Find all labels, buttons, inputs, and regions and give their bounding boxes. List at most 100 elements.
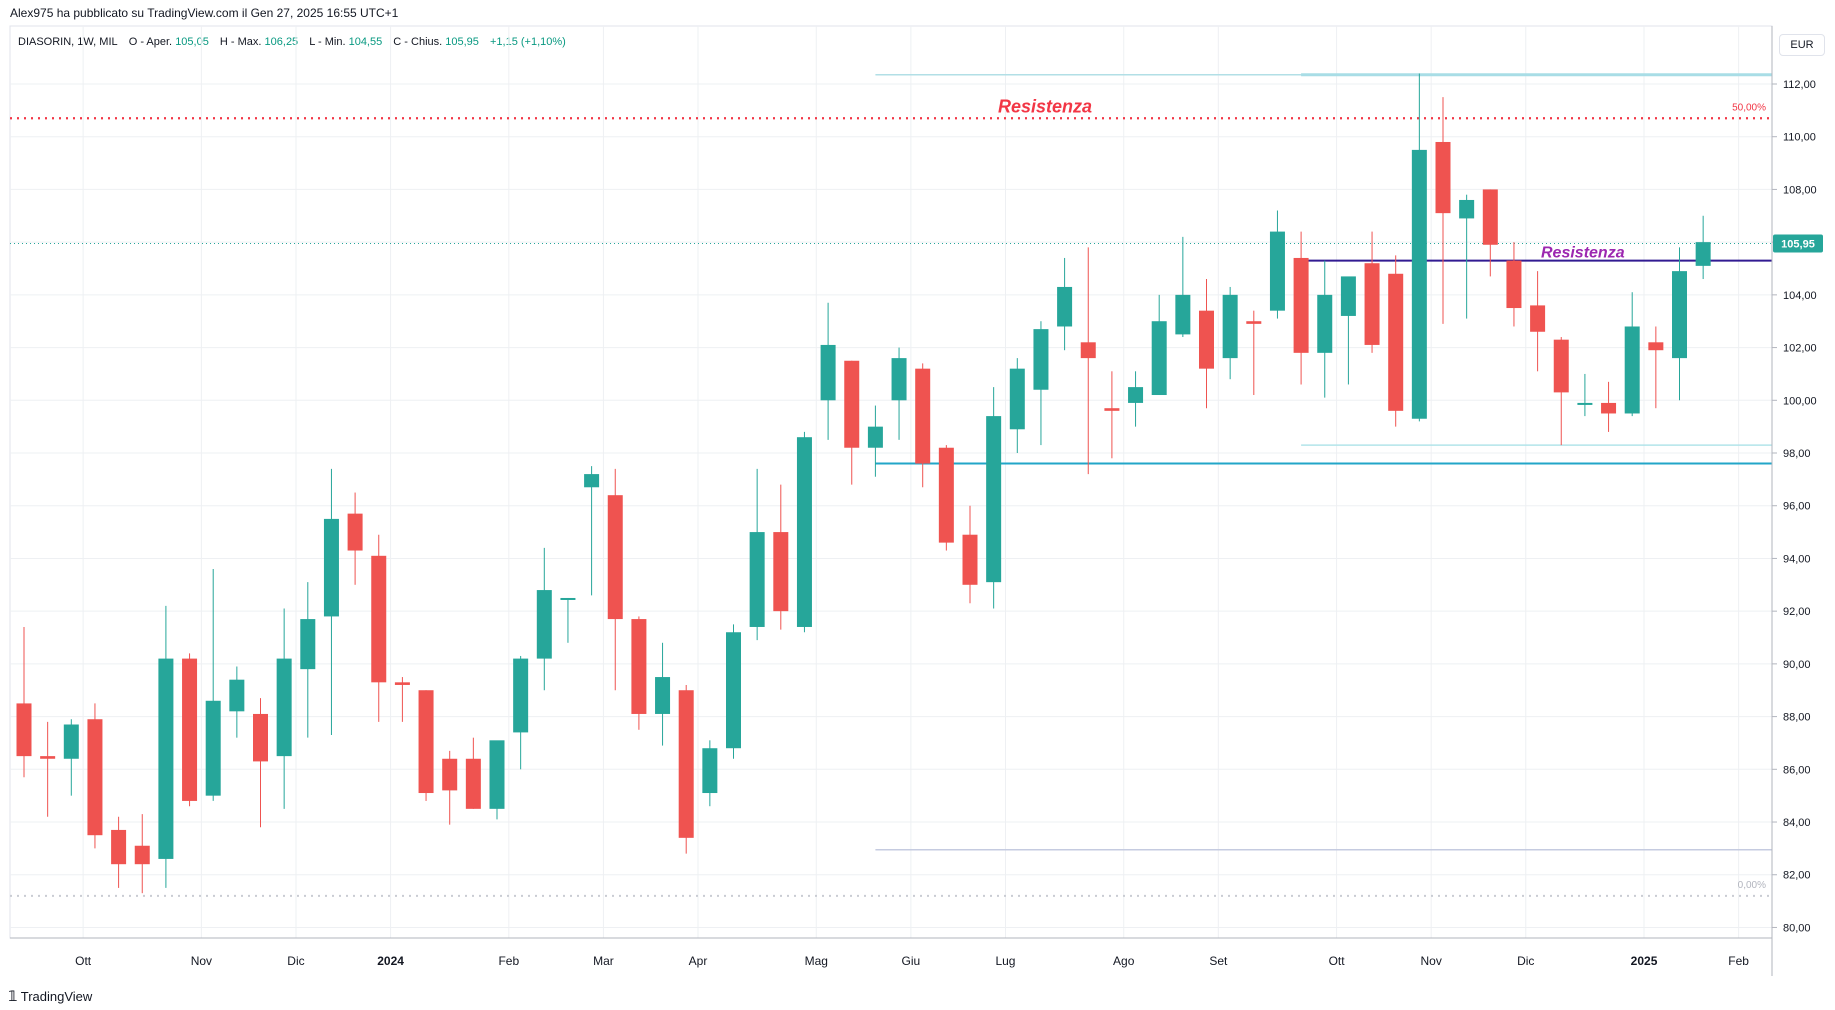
candle-body [867,426,883,448]
y-tick-label: 86,00 [1783,764,1811,776]
symbol-name[interactable]: DIASORIN, 1W, MIL [18,36,118,48]
candle-body [513,658,529,733]
candle-body [1293,257,1309,353]
candle-body [394,682,410,685]
candle-body [63,724,79,759]
candle-body [1080,342,1096,359]
low-value: 104,55 [348,36,383,48]
candle-body [1601,402,1617,414]
candle-body [584,474,600,488]
annotations: Resistenza Resistenza 50,00% 0,00% [998,96,1766,891]
candle-body [560,597,576,600]
y-tick-label: 112,00 [1783,79,1816,91]
candle-body [1199,310,1214,369]
candle-body [1411,149,1427,419]
y-tick-label: 98,00 [1783,448,1811,460]
candle-body [276,658,292,757]
candle-body [1624,326,1640,414]
x-tick-label: Feb [498,954,519,968]
candle-body [915,368,931,464]
candle-body [796,437,812,627]
candle-body [1269,231,1285,311]
candle-body [134,845,150,865]
y-tick-label: 88,00 [1783,712,1811,724]
y-tick-label: 84,00 [1783,817,1811,829]
y-tick-label: 82,00 [1783,870,1811,882]
open-value: 105,05 [175,36,209,48]
currency-button[interactable]: EUR [1779,34,1825,56]
candle-body [1340,276,1356,316]
y-tick-label: 94,00 [1783,553,1811,565]
symbol-legend: DIASORIN, 1W, MIL O - Aper. 105,05 H - M… [18,36,566,48]
candle-body [702,748,718,794]
candle-body [1553,339,1569,393]
candle-body [347,513,363,551]
candle-body [442,758,458,791]
axes: 80,00 82,00 84,00 86,00 88,00 90,00 92,00 94,00… [10,26,1823,976]
candle-body [536,590,552,659]
candle-body [1577,402,1593,405]
high-label: H - Max. [219,36,262,48]
candle-body [1033,329,1049,390]
candle-body [1151,321,1167,396]
candle-body [229,679,245,712]
candle-body [844,360,860,448]
open-label: O - Aper. [128,36,173,48]
y-tick-label: 92,00 [1783,606,1811,618]
x-tick-label: Set [1209,954,1228,968]
close-label: C - Chius. [393,36,443,48]
candle-body [1104,408,1120,411]
candle-body [938,447,954,543]
x-tick-label: Lug [995,954,1015,968]
plot-frame [9,25,1773,939]
close-value: 105,95 [445,36,479,48]
high-value: 106,25 [264,36,299,48]
candle-body [726,632,741,749]
tradingview-logo-icon[interactable]: 𝟙 [8,988,18,1004]
candle-body [1506,260,1522,309]
candle-body [1388,273,1404,411]
candle-body [418,690,434,794]
candle-body [749,532,765,627]
x-tick-label: Dic [1517,954,1534,968]
candle-body [300,619,316,670]
candle-body [678,690,694,838]
candle-body [1057,286,1073,327]
y-tick-label: 108,00 [1783,184,1817,196]
candle-body [40,756,56,759]
y-tick-label: 90,00 [1783,659,1811,671]
candle-body [962,534,978,585]
x-tick-label: Nov [1421,954,1442,968]
candle-body [323,518,339,617]
footer: 𝟙 TradingView [8,988,92,1005]
candle-body [986,416,1002,583]
candle-body [891,358,907,401]
x-tick-label: Mar [593,954,614,968]
y-tick-label: 100,00 [1783,395,1817,407]
x-tick-label: 2024 [377,954,404,968]
candle-body [773,532,789,612]
y-tick-label: 80,00 [1783,922,1811,934]
candles [16,73,1711,894]
resistance-red-label: Resistenza [998,96,1092,116]
candle-body [253,713,268,762]
candle-body [1672,271,1687,359]
y-tick-label: 110,00 [1783,132,1816,144]
y-tick-label: 96,00 [1783,501,1811,513]
candle-body [1459,199,1475,219]
candle-body [1317,294,1333,353]
candle-body [205,700,221,796]
candle-body [489,740,505,809]
candle-body [1128,387,1144,403]
footer-brand[interactable]: TradingView [20,989,93,1004]
candle-body [371,555,387,683]
candle-body [1009,368,1025,430]
candle-body [1695,242,1711,266]
x-tick-label: Mag [805,954,828,968]
candle-body [111,829,127,865]
y-tick-label: 102,00 [1783,343,1817,355]
x-tick-label: Ott [75,954,92,968]
candle-body [87,719,103,836]
last-price-label: 105,95 [1781,238,1815,250]
